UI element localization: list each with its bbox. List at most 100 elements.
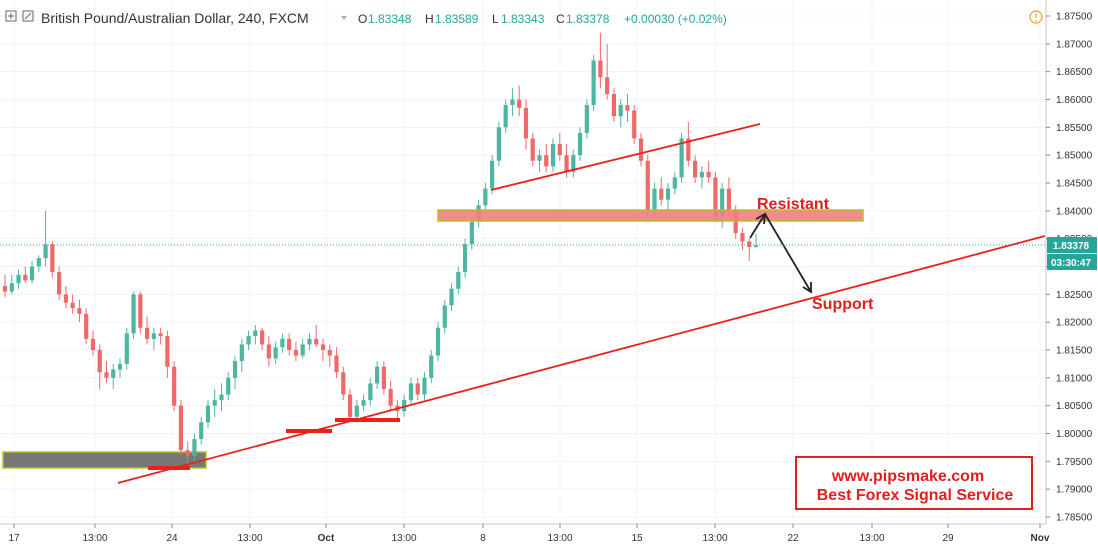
candle-body[interactable] [9, 283, 14, 292]
candle-body[interactable] [368, 383, 373, 401]
candle-body[interactable] [341, 372, 346, 395]
candle-body[interactable] [686, 138, 691, 161]
time-axis[interactable]: 17 13:00 24 13:00 Oct 13:00 8 13:00 15 13:00 22 13:… [0, 523, 1098, 550]
candle-body[interactable] [84, 313, 89, 339]
candle-body[interactable] [131, 294, 136, 334]
candle-body[interactable] [605, 77, 610, 94]
candle-body[interactable] [124, 333, 129, 364]
candle-body[interactable] [699, 171, 704, 178]
candle-body[interactable] [253, 330, 258, 337]
candle-body[interactable] [659, 188, 664, 200]
candle-body[interactable] [462, 244, 468, 273]
candle-body[interactable] [652, 188, 657, 211]
candle-body[interactable] [50, 244, 55, 273]
candle-body[interactable] [537, 155, 542, 161]
candle-body[interactable] [104, 372, 109, 378]
candle-body[interactable] [219, 394, 224, 401]
candle-body[interactable] [226, 377, 231, 395]
expand-icon[interactable] [5, 10, 17, 22]
candle-body[interactable] [591, 60, 596, 106]
compare-icon[interactable] [22, 10, 34, 22]
candle-body[interactable] [36, 258, 41, 267]
candle-body[interactable] [144, 327, 150, 339]
candle-body[interactable] [577, 132, 583, 156]
support-trendline[interactable] [117, 235, 1046, 484]
candle-body[interactable] [625, 105, 630, 111]
candle-body[interactable] [178, 405, 184, 451]
candle-body[interactable] [375, 366, 380, 384]
candle-body[interactable] [293, 350, 299, 356]
candle-body[interactable] [733, 210, 738, 234]
alert-icon[interactable] [1029, 10, 1043, 24]
candle-body[interactable] [63, 294, 68, 303]
candle-body[interactable] [43, 244, 48, 259]
candle-body[interactable] [530, 138, 535, 161]
candle-body[interactable] [726, 188, 732, 211]
candle-body[interactable] [199, 422, 204, 440]
candle-body[interactable] [456, 272, 461, 289]
candle-body[interactable] [117, 363, 123, 370]
candle-body[interactable] [347, 394, 353, 417]
candle-body[interactable] [442, 305, 447, 328]
candle-body[interactable] [557, 144, 562, 156]
candle-body[interactable] [645, 160, 650, 211]
candle-body[interactable] [354, 405, 359, 417]
candle-body[interactable] [544, 155, 549, 167]
candle-body[interactable] [70, 302, 75, 309]
candle-body[interactable] [408, 383, 414, 401]
candle-body[interactable] [172, 366, 177, 406]
candle-body[interactable] [300, 344, 305, 356]
candle-body[interactable] [29, 266, 35, 281]
candle-body[interactable] [192, 439, 197, 456]
candle-body[interactable] [523, 107, 529, 139]
candle-body[interactable] [138, 294, 143, 328]
candle-body[interactable] [97, 350, 102, 373]
candle-body[interactable] [402, 400, 407, 412]
chevron-down-icon[interactable] [341, 16, 347, 20]
candle-body[interactable] [740, 233, 745, 242]
candle-body[interactable] [415, 383, 420, 395]
candle-body[interactable] [77, 308, 82, 314]
candle-body[interactable] [314, 338, 319, 345]
candle-body[interactable] [618, 105, 623, 117]
candle-body[interactable] [422, 377, 427, 395]
candle-body[interactable] [165, 336, 170, 367]
candle-body[interactable] [490, 160, 495, 189]
candle-body[interactable] [571, 155, 576, 172]
candle-body[interactable] [361, 400, 366, 406]
candle-body[interactable] [496, 127, 501, 161]
candle-body[interactable] [632, 110, 637, 139]
candle-body[interactable] [679, 138, 684, 178]
candle-body[interactable] [151, 333, 156, 339]
candle-body[interactable] [510, 99, 515, 106]
candle-body[interactable] [381, 366, 386, 389]
candle-body[interactable] [239, 344, 244, 362]
candle-body[interactable] [2, 285, 8, 292]
candle-body[interactable] [665, 188, 671, 200]
candle-body[interactable] [449, 288, 454, 306]
candle-body[interactable] [111, 369, 116, 378]
candle-body[interactable] [90, 338, 96, 350]
candle-body[interactable] [16, 274, 21, 284]
candle-body[interactable] [517, 99, 522, 108]
candle-body[interactable] [246, 336, 251, 345]
candle-body[interactable] [205, 405, 211, 423]
candle-body[interactable] [672, 177, 677, 189]
candle-body[interactable] [747, 241, 752, 248]
candle-body[interactable] [753, 245, 759, 248]
upper-trendline[interactable] [490, 123, 761, 191]
candle-body[interactable] [327, 350, 332, 356]
candle-body[interactable] [388, 388, 393, 406]
candle-body[interactable] [212, 400, 217, 406]
candle-body[interactable] [584, 105, 589, 133]
candle-body[interactable] [706, 171, 711, 178]
candle-body[interactable] [232, 361, 238, 378]
symbol-title[interactable]: British Pound/Australian Dollar, 240, FX… [41, 10, 309, 26]
candle-body[interactable] [713, 177, 718, 217]
candle-body[interactable] [469, 221, 474, 245]
candle-body[interactable] [598, 60, 603, 78]
candle-body[interactable] [280, 338, 285, 348]
candle-body[interactable] [483, 188, 488, 206]
candle-body[interactable] [550, 144, 556, 167]
candle-body[interactable] [266, 344, 271, 359]
